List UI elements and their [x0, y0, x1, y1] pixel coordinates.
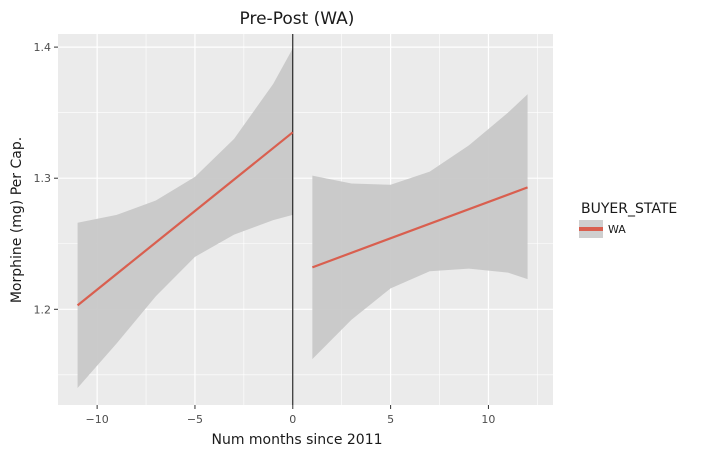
series-line-post — [311, 186, 528, 269]
x-tick-label: 0 — [289, 413, 296, 426]
x-axis-title: Num months since 2011 — [211, 432, 382, 448]
series-lines — [76, 131, 528, 307]
x-axis-ticks: −10 −5 0 5 10 — [86, 405, 495, 426]
x-tick-label: 10 — [481, 413, 495, 426]
chart-title: Pre-Post (WA) — [240, 9, 355, 29]
legend-title: BUYER_STATE — [581, 201, 677, 217]
y-axis-ticks: 1.2 1.3 1.4 — [34, 41, 58, 316]
y-axis-title: Morphine (mg) Per Cap. — [9, 137, 25, 303]
y-tick-label: 1.3 — [34, 172, 52, 185]
legend-label-wa: WA — [608, 223, 626, 236]
legend: BUYER_STATE WA — [579, 201, 677, 238]
series-line-pre — [76, 131, 294, 307]
x-tick-label: −10 — [86, 413, 109, 426]
y-tick-label: 1.2 — [34, 303, 52, 316]
x-tick-label: −5 — [187, 413, 203, 426]
x-tick-label: 5 — [387, 413, 394, 426]
y-tick-label: 1.4 — [34, 41, 52, 54]
